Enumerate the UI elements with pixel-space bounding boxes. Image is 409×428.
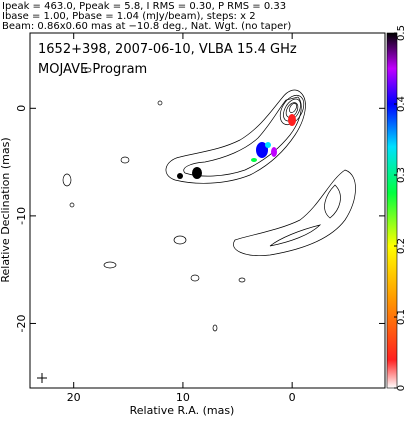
y-axis-label: Relative Declination (mas) xyxy=(0,137,12,282)
colorbar-tick-label: 0.1 xyxy=(396,309,407,325)
x-axis-label: Relative R.A. (mas) xyxy=(130,404,235,417)
plot-title: 1652+398, 2007-06-10, VLBA 15.4 GHz xyxy=(38,42,297,57)
plot-frame xyxy=(29,32,386,389)
colorbar-tick-label: 0.4 xyxy=(396,96,407,112)
beam xyxy=(37,373,47,383)
plot-subtitle: MOJAVE Program xyxy=(38,62,147,77)
colorbar-tick-label: 0 xyxy=(396,385,407,391)
y-tick-label: -10 xyxy=(15,207,28,225)
x-tick-label: 0 xyxy=(289,391,296,404)
colorbar-tick-label: 0.5 xyxy=(396,25,407,41)
colorbar-tick-label: 0.2 xyxy=(396,238,407,254)
header-line: Beam: 0.86x0.60 mas at −10.8 deg., Nat. … xyxy=(2,21,291,32)
y-tick-label: 0 xyxy=(15,105,28,112)
intensity-blobs xyxy=(177,114,296,179)
header-line: Ibase = 1.00, Pbase = 1.04 (mJy/beam), s… xyxy=(2,11,256,22)
x-tick-label: 10 xyxy=(176,391,190,404)
x-tick-label: 20 xyxy=(67,391,81,404)
header-line: Ipeak = 463.0, Ppeak = 5.8, I RMS = 0.30… xyxy=(2,1,286,12)
contours xyxy=(62,67,356,332)
colorbar-tick-label: 0.3 xyxy=(396,167,407,183)
y-tick-label: -20 xyxy=(15,314,28,332)
colorbar xyxy=(386,32,398,389)
